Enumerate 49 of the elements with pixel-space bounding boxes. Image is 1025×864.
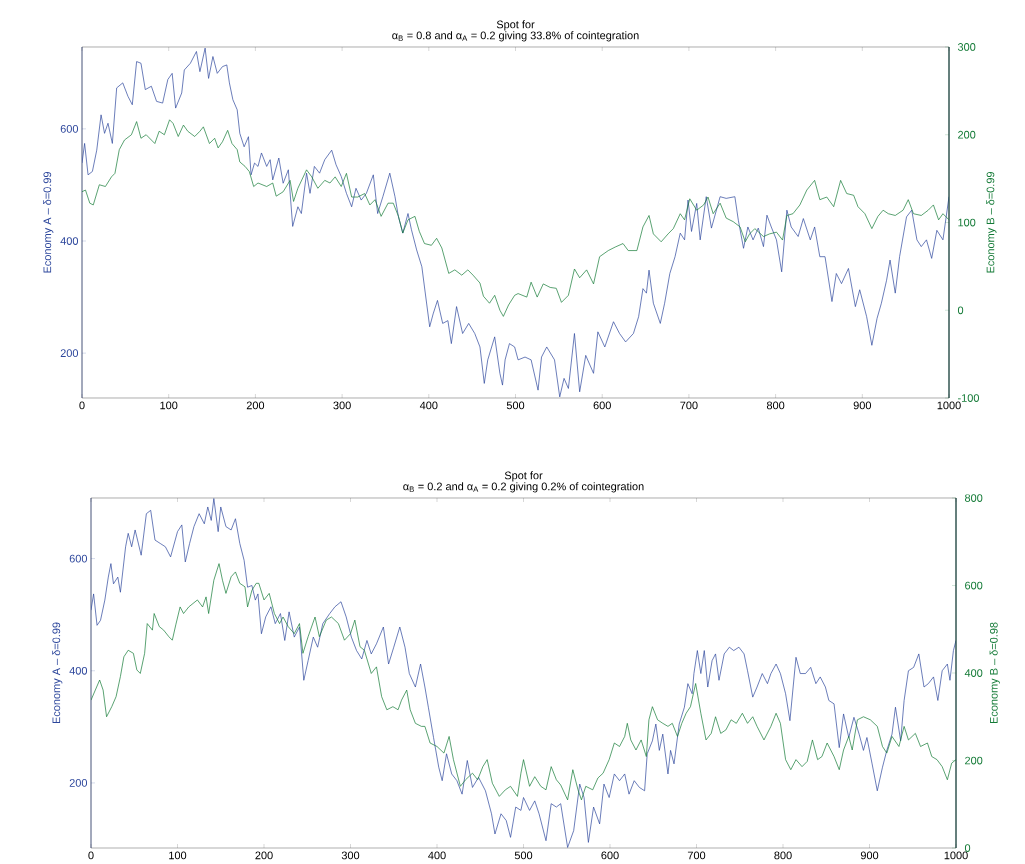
x-tick-label: 0 <box>79 401 85 410</box>
x-tick-label: 100 <box>169 851 187 860</box>
y-axis-title: Economy A – δ=0.99 <box>52 622 63 724</box>
chart-title: Spot for <box>504 471 543 482</box>
y-tick-label: 600 <box>60 124 79 133</box>
x-tick-label: 200 <box>246 401 265 410</box>
x-tick-label: 300 <box>333 401 351 410</box>
x-tick-label: 800 <box>774 851 792 860</box>
chart-title: Spot for <box>496 20 535 31</box>
y2-tick-label: 300 <box>957 43 976 51</box>
x-tick-label: 400 <box>428 851 446 860</box>
chart-subtitle: α$_{B}$ = 0.2 and α$_{A}$ = 0.2 giving 0.2% of cointegration <box>403 482 644 493</box>
y-axis-title: Economy A – δ=0.99 <box>43 171 54 273</box>
y2-tick-label: 100 <box>958 218 976 227</box>
x-tick-label: 500 <box>514 851 533 860</box>
line-series <box>82 47 950 398</box>
y2-axis-title: Economy B – δ=0.99 <box>986 172 997 273</box>
y-tick-label: 400 <box>69 666 88 675</box>
x-tick-label: 500 <box>506 401 525 410</box>
y2-axis-title: Economy B – δ=0.98 <box>989 622 1000 724</box>
y2-tick-label: 600 <box>965 581 983 590</box>
x-tick-label: 600 <box>601 851 619 860</box>
y2-tick-label: 200 <box>965 756 983 765</box>
x-tick-label: 900 <box>860 851 879 860</box>
y-tick-label: 600 <box>69 554 88 563</box>
x-tick-label: 400 <box>419 401 438 410</box>
y-tick-label: 400 <box>60 237 79 245</box>
chart-subtitle: α$_{B}$ = 0.8 and α$_{A}$ = 0.2 giving 33.8% of cointegration <box>392 31 639 42</box>
y2-tick-label: 0 <box>964 844 971 852</box>
x-tick-label: 200 <box>255 851 273 860</box>
line-series <box>91 498 957 848</box>
x-tick-label: 700 <box>687 851 706 860</box>
x-tick-label: 1000 <box>937 401 961 410</box>
y2-tick-label: 400 <box>964 669 983 677</box>
y2-tick-label: 800 <box>964 494 983 502</box>
y-tick-label: 200 <box>60 349 79 358</box>
x-tick-label: 1000 <box>944 851 968 860</box>
x-tick-label: 800 <box>766 401 785 410</box>
line-series <box>82 119 950 317</box>
x-tick-label: 900 <box>853 401 872 410</box>
x-tick-label: 300 <box>341 851 360 860</box>
x-tick-label: 100 <box>160 401 178 410</box>
x-tick-label: 0 <box>88 851 94 860</box>
y2-tick-label: 200 <box>958 130 976 139</box>
y-tick-label: 200 <box>69 779 88 787</box>
x-tick-label: 600 <box>593 401 611 410</box>
y2-tick-label: -100 <box>958 394 979 402</box>
x-tick-label: 700 <box>680 401 698 410</box>
y2-tick-label: 0 <box>957 306 964 315</box>
